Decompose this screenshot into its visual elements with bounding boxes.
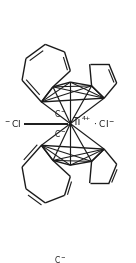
Text: $^-$Cl: $^-$Cl <box>3 118 21 129</box>
Text: $\cdot$ Cl$^-$: $\cdot$ Cl$^-$ <box>93 118 115 129</box>
Text: 4+: 4+ <box>81 116 91 121</box>
Text: C$^-$: C$^-$ <box>55 129 67 139</box>
Text: C$^-$: C$^-$ <box>55 108 67 119</box>
Text: C$^-$: C$^-$ <box>55 254 67 263</box>
Text: Ti: Ti <box>72 117 80 127</box>
